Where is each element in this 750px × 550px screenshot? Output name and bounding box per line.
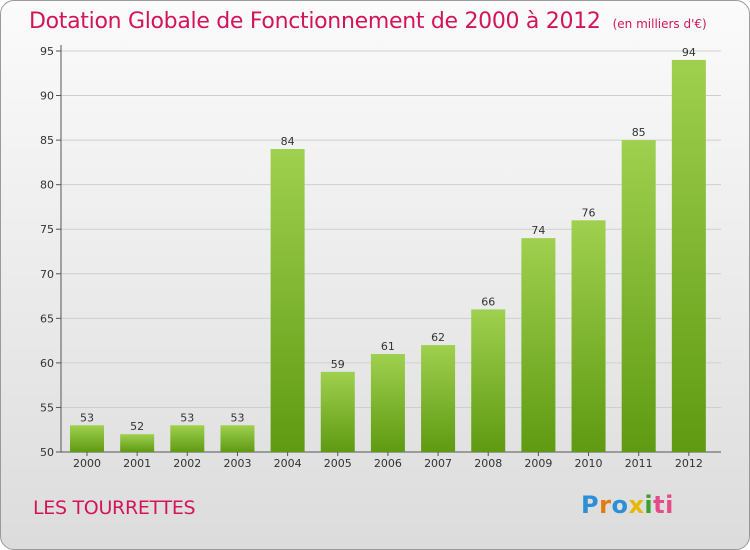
- y-tick-label: 65: [40, 312, 54, 325]
- x-tick-label: 2012: [675, 457, 703, 470]
- bar-value-label: 53: [180, 411, 194, 424]
- bar: [70, 425, 104, 452]
- x-tick-label: 2008: [474, 457, 502, 470]
- bar-value-label: 62: [431, 331, 445, 344]
- x-tick-label: 2007: [424, 457, 452, 470]
- bar: [370, 353, 405, 452]
- bar-value-label: 52: [130, 420, 144, 433]
- x-tick-label: 2006: [374, 457, 402, 470]
- y-tick-label: 75: [40, 223, 54, 236]
- x-tick-label: 2000: [73, 457, 101, 470]
- bar: [421, 345, 456, 452]
- y-tick-label: 85: [40, 134, 54, 147]
- y-tick-label: 90: [40, 90, 54, 103]
- bar: [270, 149, 305, 452]
- y-tick-label: 50: [40, 446, 54, 459]
- bar-value-label: 84: [281, 135, 295, 148]
- x-tick-label: 2002: [173, 457, 201, 470]
- bar-value-label: 74: [531, 224, 545, 237]
- chart-title-text: Dotation Globale de Fonctionnement de 20…: [29, 9, 601, 34]
- bar: [671, 59, 706, 453]
- x-tick-label: 2003: [223, 457, 251, 470]
- bar: [320, 371, 355, 452]
- bar: [571, 220, 606, 452]
- bar-value-label: 61: [381, 340, 395, 353]
- x-tick-label: 2005: [324, 457, 352, 470]
- chart-title: Dotation Globale de Fonctionnement de 20…: [29, 9, 707, 34]
- bar: [621, 140, 656, 452]
- bar-value-label: 59: [331, 358, 345, 371]
- bar: [120, 434, 155, 452]
- x-tick-label: 2004: [274, 457, 302, 470]
- bar-value-label: 53: [230, 411, 244, 424]
- proxiti-logo: Proxiti: [581, 491, 674, 519]
- bar-value-label: 85: [632, 126, 646, 139]
- y-tick-label: 55: [40, 401, 54, 414]
- y-tick-label: 60: [40, 357, 54, 370]
- commune-name: LES TOURRETTES: [33, 497, 196, 519]
- bar: [170, 425, 205, 452]
- bar-value-label: 66: [481, 295, 495, 308]
- bar: [220, 425, 255, 452]
- x-tick-label: 2011: [625, 457, 653, 470]
- bar: [471, 309, 506, 452]
- bar-value-label: 76: [582, 206, 596, 219]
- x-tick-label: 2010: [575, 457, 603, 470]
- bar-value-label: 53: [80, 411, 94, 424]
- y-tick-label: 80: [40, 179, 54, 192]
- unit-note: (en milliers d'€): [612, 17, 707, 31]
- x-tick-label: 2001: [123, 457, 151, 470]
- bar: [521, 238, 556, 452]
- y-tick-label: 70: [40, 268, 54, 281]
- bar-value-label: 94: [682, 46, 696, 59]
- x-tick-label: 2009: [524, 457, 552, 470]
- y-tick-label: 95: [40, 45, 54, 58]
